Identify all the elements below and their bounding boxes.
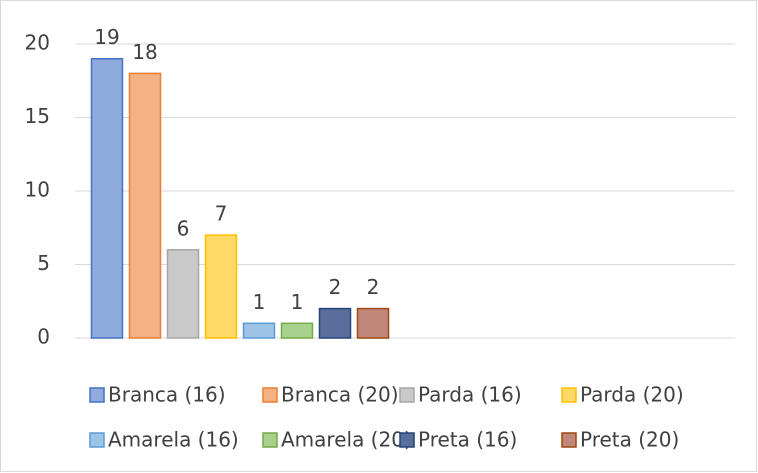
y-tick-label: 0 xyxy=(37,325,50,349)
legend-swatch xyxy=(89,387,105,403)
legend-label: Amarela (20) xyxy=(281,428,412,452)
legend-swatch xyxy=(561,432,577,448)
value-label: 6 xyxy=(177,216,190,240)
legend-swatch xyxy=(561,387,577,403)
value-label: 1 xyxy=(253,290,266,314)
y-tick-label: 15 xyxy=(25,104,50,128)
legend-label: Amarela (16) xyxy=(108,428,239,452)
value-label: 2 xyxy=(329,275,342,299)
value-label: 7 xyxy=(215,202,228,226)
bar xyxy=(128,72,162,339)
legend-label: Branca (16) xyxy=(108,383,226,407)
legend-label: Parda (20) xyxy=(580,383,684,407)
value-label: 2 xyxy=(367,275,380,299)
legend-label: Preta (16) xyxy=(418,428,517,452)
legend-swatch xyxy=(262,387,278,403)
bar xyxy=(90,57,124,339)
bar xyxy=(280,322,314,339)
bar xyxy=(242,322,276,339)
bar xyxy=(204,234,238,339)
y-tick-label: 5 xyxy=(37,251,50,275)
y-tick-label: 10 xyxy=(25,178,50,202)
value-label: 19 xyxy=(94,25,119,49)
y-tick-label: 20 xyxy=(25,31,50,55)
legend-label: Branca (20) xyxy=(281,383,399,407)
value-label: 1 xyxy=(291,290,304,314)
value-label: 18 xyxy=(132,40,157,64)
legend-swatch xyxy=(399,387,415,403)
legend-swatch xyxy=(262,432,278,448)
legend-label: Parda (16) xyxy=(418,383,522,407)
legend-swatch xyxy=(89,432,105,448)
legend-label: Preta (20) xyxy=(580,428,679,452)
bar xyxy=(166,249,200,339)
bar xyxy=(356,307,390,339)
bar xyxy=(318,307,352,339)
legend-swatch xyxy=(399,432,415,448)
